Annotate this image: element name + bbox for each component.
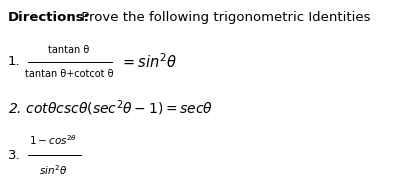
Text: 3.: 3. (8, 149, 20, 162)
Text: 2. $cot\theta csc\theta\left(sec^{2}\theta - 1\right) = sec\theta$: 2. $cot\theta csc\theta\left(sec^{2}\the… (8, 99, 213, 118)
Text: $1-cos^{2\theta}$: $1-cos^{2\theta}$ (29, 133, 77, 147)
Text: $sin^{2}\theta$: $sin^{2}\theta$ (39, 164, 67, 177)
Text: Prove the following trigonometric Identities: Prove the following trigonometric Identi… (77, 11, 370, 24)
Text: Directions:: Directions: (8, 11, 90, 24)
Text: tantan θ: tantan θ (48, 45, 89, 55)
Text: 1.: 1. (8, 55, 20, 68)
Text: $= sin^{2}\theta$: $= sin^{2}\theta$ (120, 52, 177, 71)
Text: tantan θ+cotcot θ: tantan θ+cotcot θ (25, 69, 113, 79)
